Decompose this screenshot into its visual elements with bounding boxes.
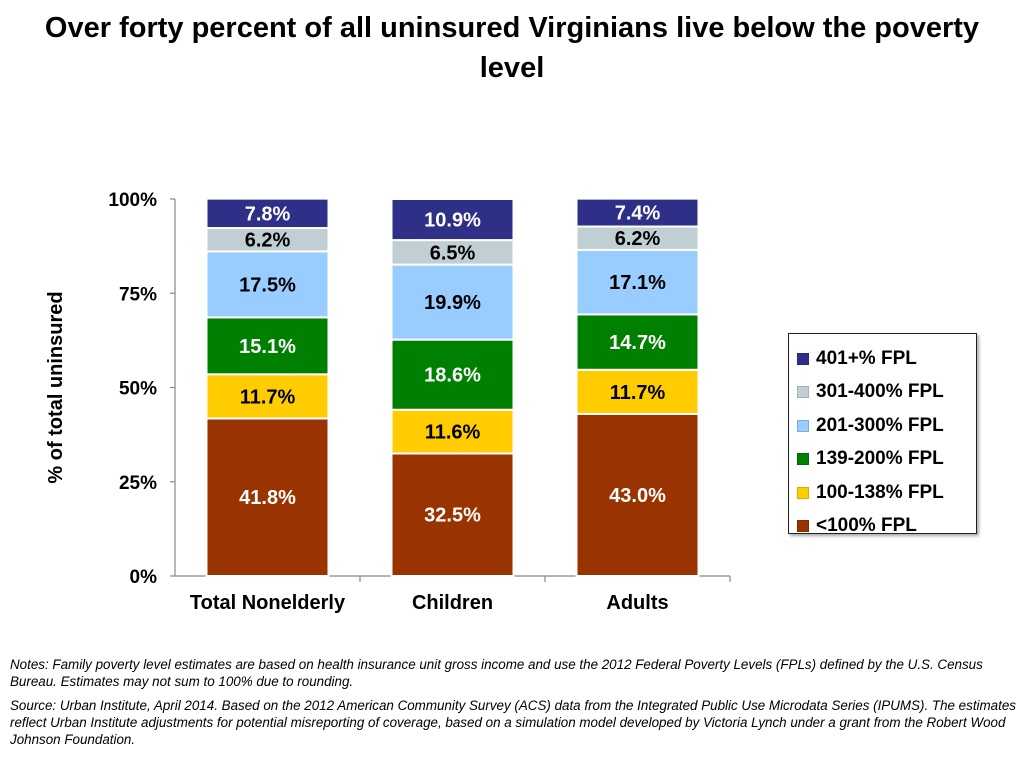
data-label-under-100-fpl-children: 32.5% (424, 505, 481, 527)
x-category-label: Children (412, 592, 493, 614)
data-label-301-400-fpl-children: 6.5% (430, 242, 476, 264)
x-category-label: Adults (606, 592, 668, 614)
data-label-401-plus-fpl-total-nonelderly: 7.8% (245, 203, 291, 225)
data-label-100-138-fpl-children: 11.6% (425, 422, 481, 444)
legend-label-201-300-fpl: 201-300% FPL (816, 414, 944, 436)
slide-title: Over forty percent of all uninsured Virg… (44, 12, 980, 84)
legend-label-301-400-fpl: 301-400% FPL (816, 381, 944, 403)
bar-segment-301-400-fpl-children (390, 239, 515, 266)
data-label-201-300-fpl-adults: 17.1% (609, 272, 666, 294)
legend-label-under-100-fpl: <100% FPL (816, 515, 917, 537)
legend-item-201-300-fpl: 201-300% FPL (797, 409, 976, 443)
legend-swatch-under-100-fpl (797, 520, 809, 533)
bar-segment-401-plus-fpl-adults (575, 197, 700, 228)
y-tick-label: 0% (130, 567, 158, 588)
bar-segment-under-100-fpl-children (390, 452, 515, 578)
y-tick-label: 50% (119, 379, 157, 400)
data-label-301-400-fpl-total-nonelderly: 6.2% (245, 230, 291, 252)
data-label-100-138-fpl-total-nonelderly: 11.7% (240, 386, 296, 408)
data-label-401-plus-fpl-adults: 7.4% (615, 203, 661, 225)
data-label-139-200-fpl-children: 18.6% (424, 365, 481, 387)
legend-item-100-138-fpl: 100-138% FPL (797, 476, 976, 510)
data-label-201-300-fpl-total-nonelderly: 17.5% (239, 274, 296, 296)
data-label-401-plus-fpl-children: 10.9% (424, 210, 481, 232)
y-axis-title: % of total uninsured (45, 291, 67, 483)
legend-item-401-plus-fpl: 401+% FPL (797, 342, 976, 376)
data-label-139-200-fpl-total-nonelderly: 15.1% (239, 336, 296, 358)
bar-segment-100-138-fpl-adults (575, 368, 700, 415)
legend-label-139-200-fpl: 139-200% FPL (816, 448, 944, 470)
legend-item-301-400-fpl: 301-400% FPL (797, 376, 976, 410)
data-label-100-138-fpl-adults: 11.7% (610, 382, 666, 404)
bar-segment-201-300-fpl-total-nonelderly (205, 250, 330, 319)
notes-text: Notes: Family poverty level estimates ar… (10, 657, 983, 689)
chart-legend: 401+% FPL 301-400% FPL 201-300% FPL 139-… (788, 333, 977, 536)
bar-segment-401-plus-fpl-children (390, 198, 515, 242)
legend-item-139-200-fpl: 139-200% FPL (797, 443, 976, 477)
legend-swatch-139-200-fpl (797, 453, 809, 466)
legend-swatch-100-138-fpl (797, 486, 809, 499)
y-tick-label: 100% (108, 190, 157, 211)
data-label-301-400-fpl-adults: 6.2% (615, 228, 661, 250)
legend-swatch-401-plus-fpl (797, 352, 809, 365)
x-category-label: Total Nonelderly (190, 592, 346, 614)
data-label-under-100-fpl-adults: 43.0% (609, 485, 666, 507)
data-label-201-300-fpl-children: 19.9% (424, 292, 481, 314)
y-tick-label: 25% (119, 473, 157, 494)
bar-segment-under-100-fpl-total-nonelderly (205, 417, 330, 577)
y-tick-label: 75% (119, 284, 157, 305)
footnotes: Notes: Family poverty level estimates ar… (10, 656, 1016, 755)
bar-segment-100-138-fpl-children (390, 408, 515, 455)
data-label-139-200-fpl-adults: 14.7% (609, 332, 666, 354)
legend-label-100-138-fpl: 100-138% FPL (816, 481, 944, 503)
stacked-bar-chart: 0% 25% 50% 75% 100% % of total uninsured 41.8%… (45, 190, 731, 614)
bar-segment-139-200-fpl-children (390, 338, 515, 411)
legend-swatch-201-300-fpl (797, 419, 809, 432)
legend-swatch-301-400-fpl (797, 386, 809, 399)
bar-segment-139-200-fpl-total-nonelderly (205, 316, 330, 376)
legend-label-401-plus-fpl: 401+% FPL (816, 347, 917, 369)
bar-segment-401-plus-fpl-total-nonelderly (205, 197, 330, 230)
bar-segment-under-100-fpl-adults (575, 412, 700, 578)
source-text: Source: Urban Institute, April 2014. Bas… (10, 698, 1016, 747)
data-label-under-100-fpl-total-nonelderly: 41.8% (239, 487, 296, 509)
legend-item-under-100-fpl: <100% FPL (797, 510, 976, 544)
